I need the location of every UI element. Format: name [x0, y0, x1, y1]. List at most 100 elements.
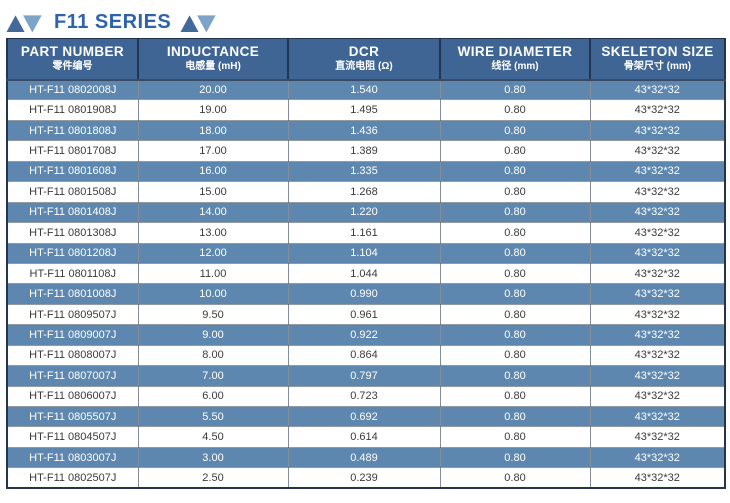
- column-header-zh: 直流电阻 (Ω): [335, 60, 393, 72]
- cell-skeleton-size: 43*32*32: [590, 365, 725, 387]
- cell-inductance: 18.00: [138, 120, 289, 142]
- table-row: HT-F11 0807007J 7.00 0.797 0.80 43*32*32: [7, 365, 725, 387]
- cell-wire-diameter: 0.80: [440, 243, 591, 264]
- cell-skeleton-size: 43*32*32: [590, 222, 725, 244]
- table-row: HT-F11 0801808J 18.00 1.436 0.80 43*32*32: [7, 120, 725, 142]
- cell-part-number: HT-F11 0801708J: [7, 140, 139, 162]
- cell-wire-diameter: 0.80: [440, 140, 591, 162]
- cell-wire-diameter: 0.80: [440, 324, 591, 346]
- table-row: HT-F11 0802507J 2.50 0.239 0.80 43*32*32: [7, 467, 725, 489]
- cell-dcr: 1.335: [288, 161, 441, 183]
- cell-wire-diameter: 0.80: [440, 263, 591, 285]
- cell-dcr: 0.864: [288, 345, 441, 367]
- cell-inductance: 13.00: [138, 222, 289, 244]
- cell-skeleton-size: 43*32*32: [590, 304, 725, 326]
- column-header-part-number: PART NUMBER 零件编号: [7, 38, 139, 81]
- cell-inductance: 19.00: [138, 99, 289, 121]
- table-row: HT-F11 0801108J 11.00 1.044 0.80 43*32*32: [7, 263, 725, 285]
- cell-wire-diameter: 0.80: [440, 120, 591, 142]
- cell-inductance: 8.00: [138, 345, 289, 367]
- cell-part-number: HT-F11 0801108J: [7, 263, 139, 285]
- cell-wire-diameter: 0.80: [440, 426, 591, 448]
- cell-part-number: HT-F11 0806007J: [7, 386, 139, 408]
- cell-wire-diameter: 0.80: [440, 345, 591, 367]
- cell-part-number: HT-F11 0801808J: [7, 120, 139, 142]
- column-header-en: DCR: [348, 43, 380, 59]
- cell-wire-diameter: 0.80: [440, 181, 591, 203]
- cell-inductance: 9.50: [138, 304, 289, 326]
- cell-part-number: HT-F11 0801208J: [7, 243, 139, 264]
- cell-part-number: HT-F11 0807007J: [7, 365, 139, 387]
- table-row: HT-F11 0801008J 10.00 0.990 0.80 43*32*32: [7, 283, 725, 305]
- cell-skeleton-size: 43*32*32: [590, 345, 725, 367]
- table-row: HT-F11 0801208J 12.00 1.104 0.80 43*32*32: [7, 243, 725, 264]
- cell-inductance: 12.00: [138, 243, 289, 264]
- column-header-en: INDUCTANCE: [166, 43, 260, 59]
- cell-skeleton-size: 43*32*32: [590, 426, 725, 448]
- table-row: HT-F11 0805507J 5.50 0.692 0.80 43*32*32: [7, 406, 725, 428]
- cell-skeleton-size: 43*32*32: [590, 324, 725, 346]
- cell-part-number: HT-F11 0805507J: [7, 406, 139, 428]
- cell-part-number: HT-F11 0802507J: [7, 467, 139, 489]
- cell-skeleton-size: 43*32*32: [590, 120, 725, 142]
- column-header-zh: 零件编号: [52, 60, 93, 72]
- cell-dcr: 1.220: [288, 202, 441, 224]
- cell-inductance: 9.00: [138, 324, 289, 346]
- cell-skeleton-size: 43*32*32: [590, 99, 725, 121]
- cell-part-number: HT-F11 0801608J: [7, 161, 139, 183]
- table-row: HT-F11 0801408J 14.00 1.220 0.80 43*32*32: [7, 202, 725, 224]
- cell-part-number: HT-F11 0801308J: [7, 222, 139, 244]
- cell-wire-diameter: 0.80: [440, 365, 591, 387]
- cell-part-number: HT-F11 0801508J: [7, 181, 139, 203]
- column-header-wire-diameter: WIRE DIAMETER 线径 (mm): [440, 38, 591, 81]
- column-header-en: PART NUMBER: [20, 43, 125, 59]
- cell-skeleton-size: 43*32*32: [590, 263, 725, 285]
- cell-dcr: 0.614: [288, 426, 441, 448]
- cell-part-number: HT-F11 0801408J: [7, 202, 139, 224]
- table-row: HT-F11 0808007J 8.00 0.864 0.80 43*32*32: [7, 345, 725, 367]
- cell-inductance: 11.00: [138, 263, 289, 285]
- table-row: HT-F11 0801608J 16.00 1.335 0.80 43*32*32: [7, 161, 725, 183]
- header-row: PART NUMBER 零件编号 INDUCTANCE 电感量 (mH) DCR…: [7, 38, 725, 81]
- table-row: HT-F11 0801708J 17.00 1.389 0.80 43*32*32: [7, 140, 725, 162]
- up-down-triangles-icon: [6, 14, 42, 33]
- table-row: HT-F11 0809507J 9.50 0.961 0.80 43*32*32: [7, 304, 725, 326]
- cell-part-number: HT-F11 0802008J: [7, 79, 139, 101]
- cell-wire-diameter: 0.80: [440, 447, 591, 469]
- cell-skeleton-size: 43*32*32: [590, 386, 725, 408]
- table-row: HT-F11 0803007J 3.00 0.489 0.80 43*32*32: [7, 447, 725, 469]
- cell-dcr: 1.268: [288, 181, 441, 203]
- cell-skeleton-size: 43*32*32: [590, 140, 725, 162]
- cell-inductance: 14.00: [138, 202, 289, 224]
- spec-table: PART NUMBER 零件编号 INDUCTANCE 电感量 (mH) DCR…: [6, 38, 726, 490]
- column-header-zh: 骨架尺寸 (mm): [623, 60, 692, 72]
- cell-skeleton-size: 43*32*32: [590, 202, 725, 224]
- cell-dcr: 0.723: [288, 386, 441, 408]
- cell-dcr: 0.990: [288, 283, 441, 305]
- table-body: HT-F11 0802008J 20.00 1.540 0.80 43*32*32 HT-…: [7, 79, 725, 489]
- cell-wire-diameter: 0.80: [440, 406, 591, 428]
- table-row: HT-F11 0802008J 20.00 1.540 0.80 43*32*32: [7, 79, 725, 101]
- cell-dcr: 0.489: [288, 447, 441, 469]
- cell-inductance: 20.00: [138, 79, 289, 101]
- column-header-dcr: DCR 直流电阻 (Ω): [288, 38, 441, 81]
- series-title-bar: F11 SERIES: [0, 0, 730, 38]
- table-row: HT-F11 0809007J 9.00 0.922 0.80 43*32*32: [7, 324, 725, 346]
- cell-part-number: HT-F11 0801008J: [7, 283, 139, 305]
- cell-dcr: 1.540: [288, 79, 441, 101]
- cell-dcr: 1.104: [288, 243, 441, 264]
- cell-inductance: 2.50: [138, 467, 289, 489]
- cell-inductance: 16.00: [138, 161, 289, 183]
- cell-skeleton-size: 43*32*32: [590, 79, 725, 101]
- cell-inductance: 15.00: [138, 181, 289, 203]
- cell-dcr: 1.495: [288, 99, 441, 121]
- table-row: HT-F11 0804507J 4.50 0.614 0.80 43*32*32: [7, 426, 725, 448]
- up-down-triangles-icon: [180, 14, 216, 33]
- cell-dcr: 0.692: [288, 406, 441, 428]
- column-header-zh: 线径 (mm): [491, 60, 539, 72]
- cell-skeleton-size: 43*32*32: [590, 467, 725, 489]
- table-row: HT-F11 0801308J 13.00 1.161 0.80 43*32*32: [7, 222, 725, 244]
- column-header-zh: 电感量 (mH): [185, 60, 241, 72]
- cell-inductance: 3.00: [138, 447, 289, 469]
